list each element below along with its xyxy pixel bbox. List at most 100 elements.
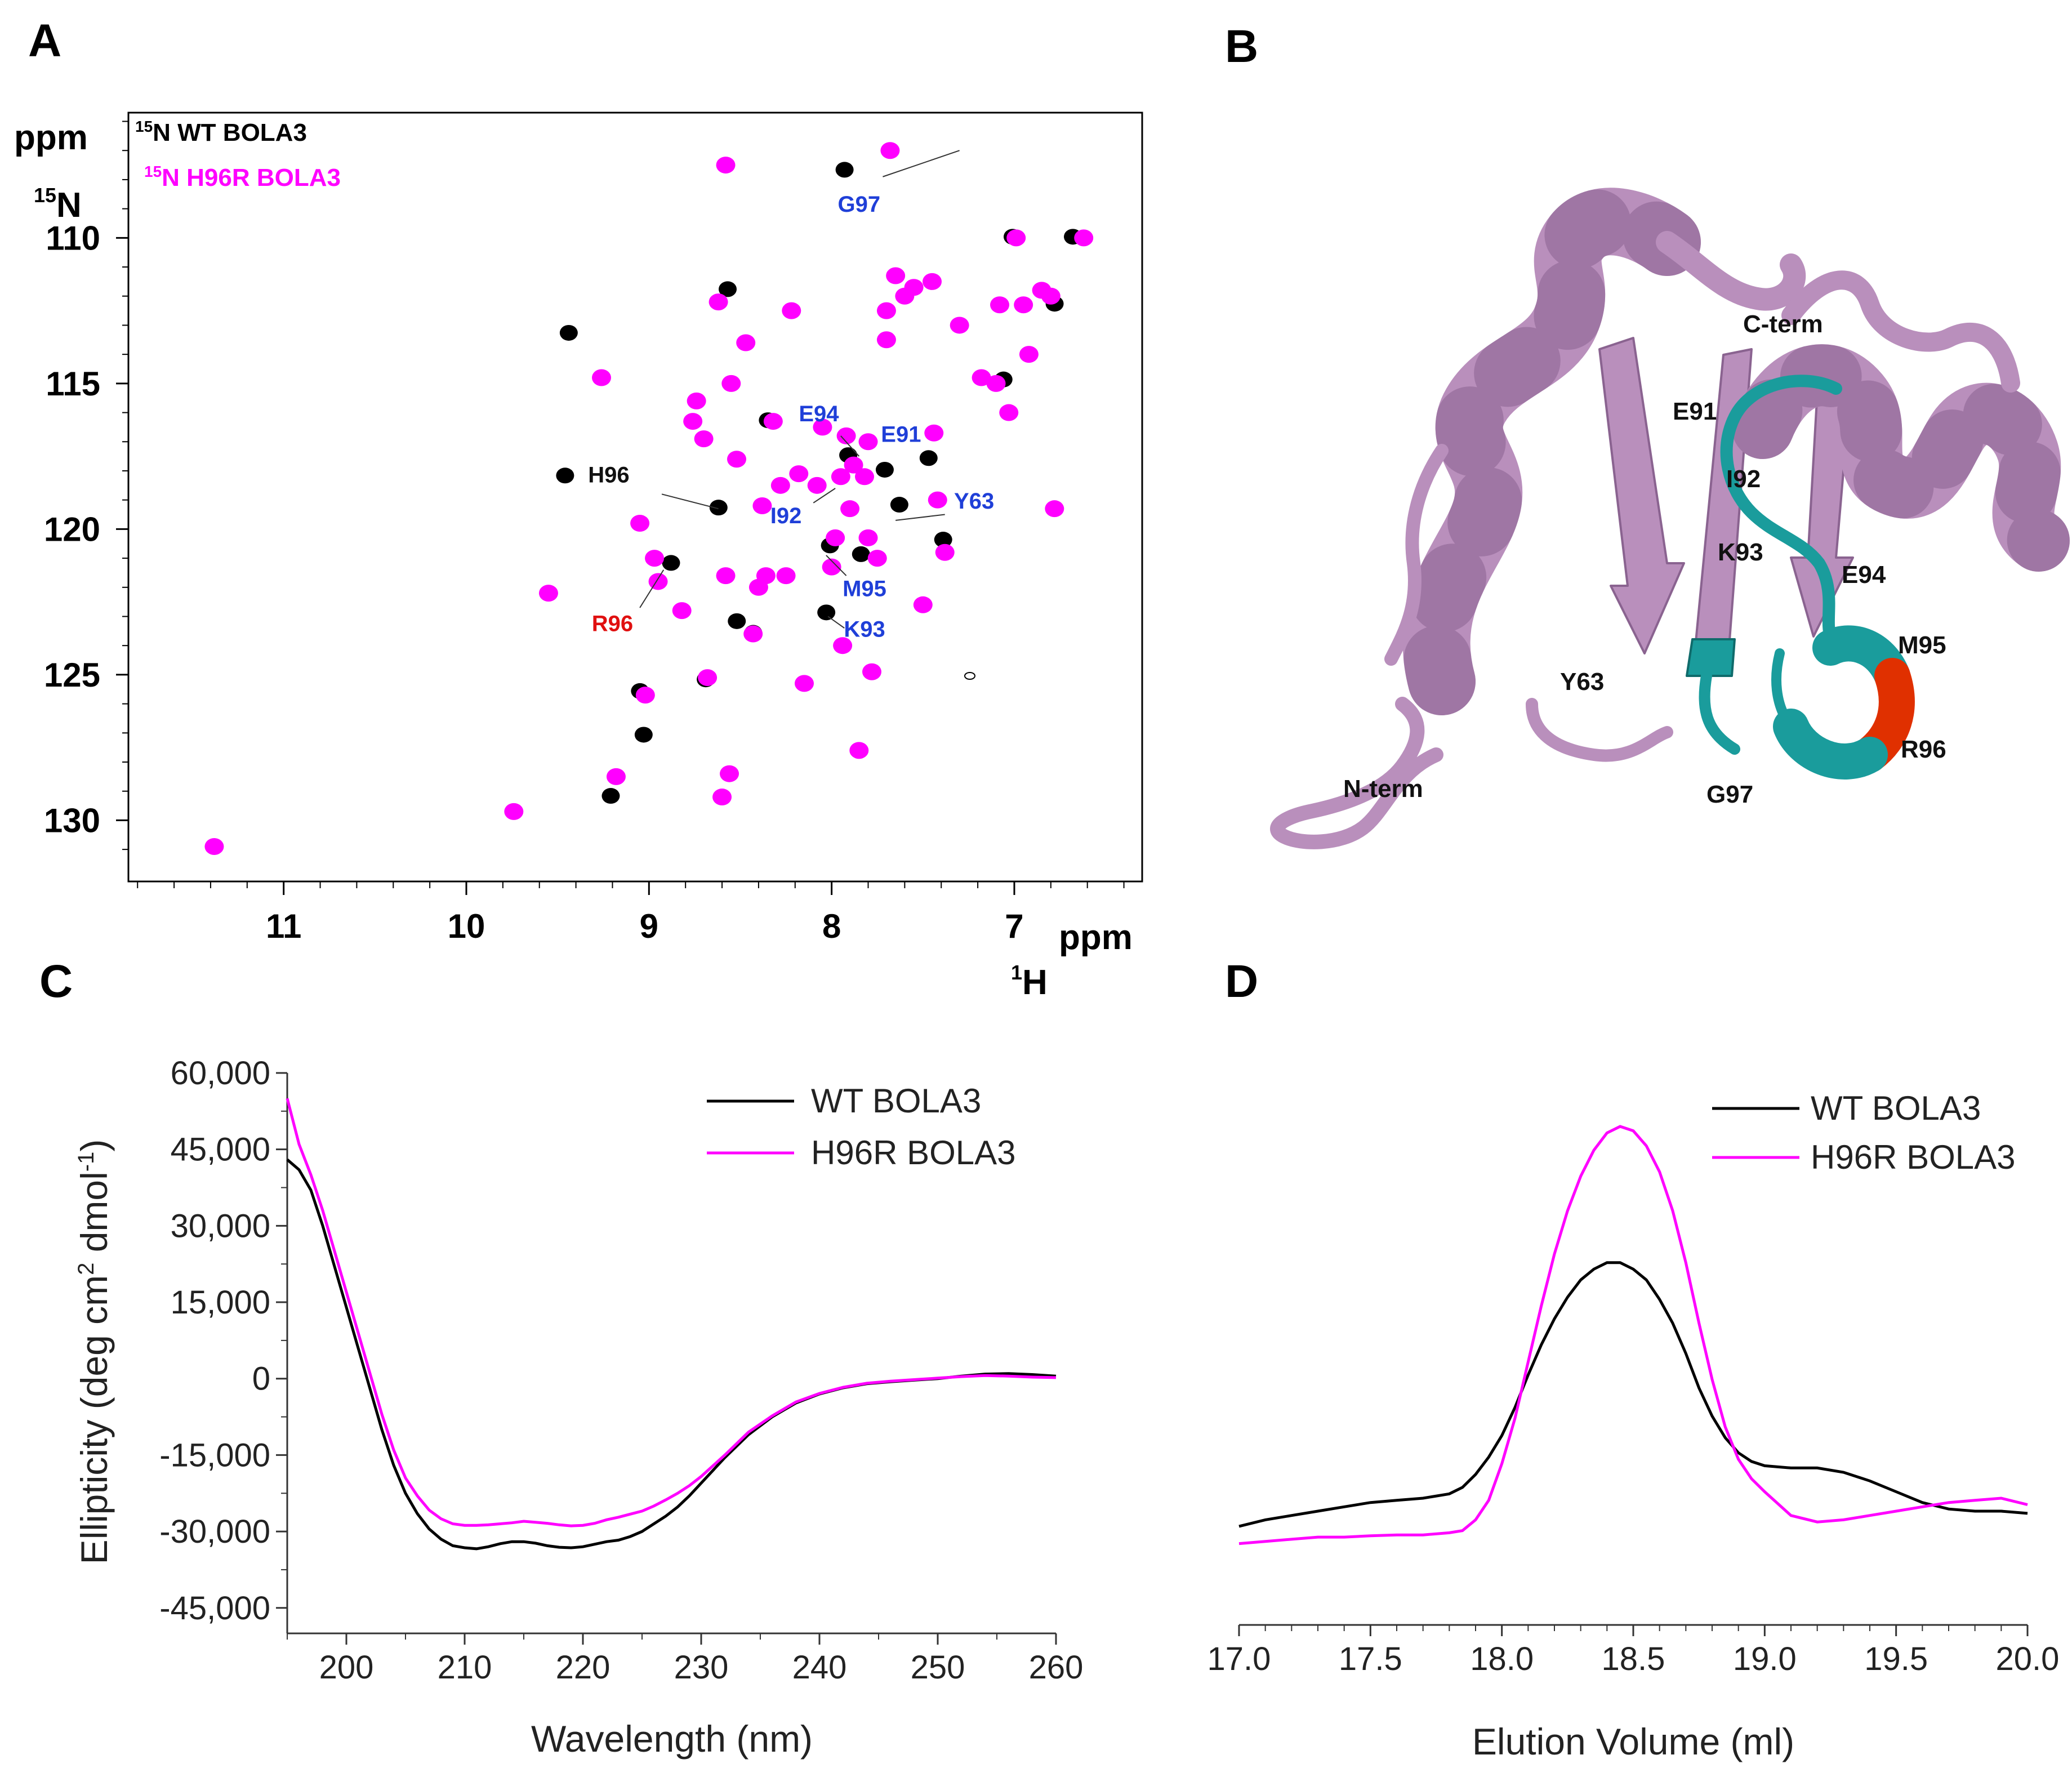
hsqc-y-tick-label: 125 [44,656,100,694]
helix-top-right [1781,270,2020,393]
structure-label-e94: E94 [1842,561,1886,589]
hsqc-peak-label-g97: G97 [837,192,880,217]
hsqc-peak-label-e94: E94 [799,402,839,426]
hsqc-h96r-peak [826,529,845,546]
hsqc-h96r-peak [886,267,906,284]
cd-y-label-mid: dmol [73,1172,115,1262]
cd-x-tick-label: 260 [1029,1649,1084,1686]
n-term-loop [1270,697,1443,849]
hsqc-label-leader [639,569,665,608]
cd-x-label: Wavelength (nm) [531,1718,813,1760]
hsqc-h96r-peak [986,375,1006,392]
hsqc-legend-h96r-rest: N H96R BOLA3 [162,164,341,191]
hsqc-h96r-peak [950,317,969,334]
hsqc-wt-peak [919,450,938,466]
hsqc-h96r-peak [687,392,706,409]
hsqc-h96r-peak [606,768,626,785]
panel-c-cd: 60,000 45,000 30,000 15,000 0 -15,000 -30,000 -… [73,1055,1083,1760]
hsqc-h96r-peak [204,838,224,855]
cd-y-label-post: ) [73,1139,115,1152]
hsqc-label-leader [661,493,719,510]
hsqc-h96r-peak [831,468,850,486]
cd-y-label-sup2: -1 [74,1152,99,1172]
hsqc-h96r-peak [795,675,814,692]
hsqc-label-leader [827,616,845,629]
hsqc-peak-label-y63: Y63 [954,489,994,514]
hsqc-x-nucleus-label: 1H [1011,961,1048,1002]
hsqc-wt-peak [728,613,746,629]
structure-label-n-term: N-term [1343,775,1423,803]
hsqc-x-tick-label: 10 [448,907,485,945]
hsqc-wt-peak [559,324,578,341]
hsqc-h96r-peak [1045,500,1064,518]
cd-y-tick-label: 45,000 [171,1132,270,1168]
cd-x-ticks: 200 210 220 230 240 250 260 [287,1633,1083,1686]
panel-letter-b: B [1225,21,1258,72]
hsqc-y-tick-label: 120 [44,510,100,548]
hsqc-peak-labels: G97 E94 E91 H96 I92 Y63 M95 R96 K93 [588,150,994,642]
hsqc-h96r-peak [789,465,809,483]
teal-loop [1720,375,1842,643]
y63-segment [1686,638,1736,677]
hsqc-h96r-peak [782,302,801,319]
cd-y-tick-label: -30,000 [159,1513,270,1550]
beta-strand-1 [1598,337,1685,654]
hsqc-wt-peak [852,546,870,562]
hsqc-wt-peak [719,281,737,297]
hsqc-h96r-peak [727,451,746,468]
sec-x-tick-label: 18.5 [1602,1641,1665,1677]
cd-legend-h96r-label: H96R BOLA3 [811,1134,1016,1172]
hsqc-h96r-peak [763,413,783,430]
cd-series-wt [286,1158,1057,1551]
helix-right-shade [1732,344,2070,572]
hsqc-legend-wt-sup: 15 [135,118,153,135]
hsqc-x-unit-label: ppm [1059,918,1133,957]
structure-label-i92: I92 [1726,465,1761,493]
hsqc-wt-peak [890,497,908,513]
structure-label-r96: R96 [1901,736,1946,763]
hsqc-h96r-peak [504,803,524,820]
hsqc-legend-h96r-sup: 15 [144,163,162,180]
hsqc-h96r-peak [913,596,933,613]
hsqc-h96r-peak [592,369,611,386]
hsqc-h96r-peak [630,515,650,532]
cd-x-tick-label: 220 [556,1649,611,1686]
hsqc-h96r-peak [880,142,900,159]
structure-label-y63: Y63 [1560,668,1604,696]
hsqc-h96r-peak [836,427,856,444]
cd-x-tick-label: 250 [911,1649,965,1686]
hsqc-x-tick-label: 9 [640,907,658,945]
turn-back [1771,648,1796,732]
sec-x-tick-label: 17.5 [1339,1641,1402,1677]
hsqc-h96r-peak [867,550,887,567]
panel-d-sec: 17.0 17.5 18.0 18.5 19.0 19.5 20.0 Elution Vol… [1207,1089,2060,1762]
hsqc-h96r-peak [752,497,772,515]
hsqc-wt-peak [601,788,620,804]
hsqc-h96r-peak [895,287,915,305]
hsqc-y-unit-label: ppm [14,118,88,157]
hsqc-h96r-peak [855,468,875,486]
structure-label-k93: K93 [1718,538,1763,566]
hsqc-label-leader [895,514,945,521]
cd-x-tick-label: 240 [792,1649,847,1686]
hsqc-h96r-peak [1041,287,1060,305]
hsqc-h96r-peak [923,273,942,290]
structure-label-g97: G97 [1706,781,1753,808]
hsqc-h96r-peak [756,567,776,585]
hsqc-h96r-peaks [204,142,1094,855]
hsqc-x-tick-label: 11 [266,907,301,945]
structure-label-m95: M95 [1898,631,1946,659]
hsqc-peak-label-k93: K93 [844,617,885,642]
hsqc-label-leader [813,488,836,504]
hsqc-h96r-peak [698,669,718,687]
hsqc-legend-wt: 15N WT BOLA3 [135,118,307,146]
cd-x-tick-label: 210 [438,1649,492,1686]
sec-x-tick-label: 18.0 [1470,1641,1534,1677]
hsqc-h96r-peak [876,331,896,349]
hsqc-peak-label-e91: E91 [881,422,921,447]
hsqc-h96r-peak [770,476,790,494]
hsqc-h96r-peak [721,375,741,392]
hsqc-y-tick-label: 130 [44,801,100,839]
hsqc-legend-wt-rest: N WT BOLA3 [153,119,307,146]
cd-y-tick-label: 0 [252,1361,270,1397]
